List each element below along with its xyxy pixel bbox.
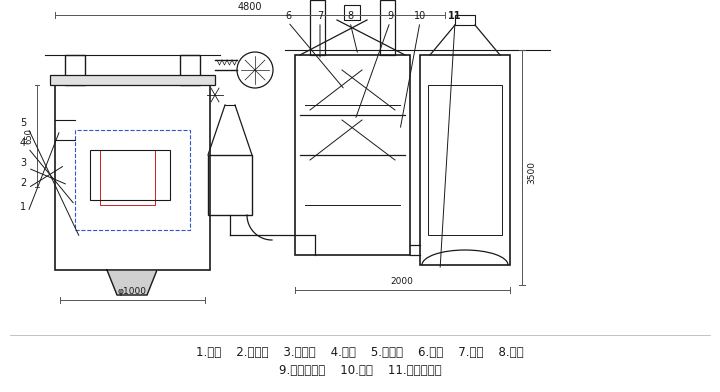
Bar xyxy=(55,85,210,270)
Text: 6: 6 xyxy=(285,11,291,21)
Polygon shape xyxy=(107,270,157,295)
Text: 4800: 4800 xyxy=(238,2,262,12)
Text: 11: 11 xyxy=(449,11,462,21)
Bar xyxy=(100,150,155,205)
Text: 10: 10 xyxy=(414,11,426,21)
Bar xyxy=(50,75,215,85)
Bar xyxy=(455,15,475,25)
Bar xyxy=(380,0,395,55)
Bar xyxy=(90,150,170,200)
Bar xyxy=(420,55,510,265)
Bar xyxy=(344,5,360,20)
Text: 5: 5 xyxy=(20,118,26,128)
Text: 9: 9 xyxy=(387,11,393,21)
Bar xyxy=(295,55,410,255)
Text: φ1000: φ1000 xyxy=(117,287,146,296)
Bar xyxy=(65,55,85,85)
Text: 2000: 2000 xyxy=(390,278,413,287)
Text: 9.旋風分離器    10.支架    11.布袋除塵器: 9.旋風分離器 10.支架 11.布袋除塵器 xyxy=(279,365,441,377)
Text: 7: 7 xyxy=(317,11,323,21)
Text: 650: 650 xyxy=(24,128,34,144)
Bar xyxy=(75,130,190,230)
Bar xyxy=(208,155,252,215)
Bar xyxy=(428,85,502,235)
Text: 8: 8 xyxy=(347,11,353,21)
Bar xyxy=(180,55,200,85)
Text: 1.底座    2.回風道    3.激振器    4.篩網    5.進料斗    6.風機    7.絞龍    8.料倉: 1.底座 2.回風道 3.激振器 4.篩網 5.進料斗 6.風機 7.絞龍 8.… xyxy=(196,347,524,359)
Bar xyxy=(310,0,325,55)
Text: 3500: 3500 xyxy=(528,160,536,183)
Text: 3: 3 xyxy=(20,158,26,168)
Text: 1: 1 xyxy=(20,202,26,212)
Text: 4: 4 xyxy=(20,138,26,148)
Text: 2: 2 xyxy=(20,178,26,188)
